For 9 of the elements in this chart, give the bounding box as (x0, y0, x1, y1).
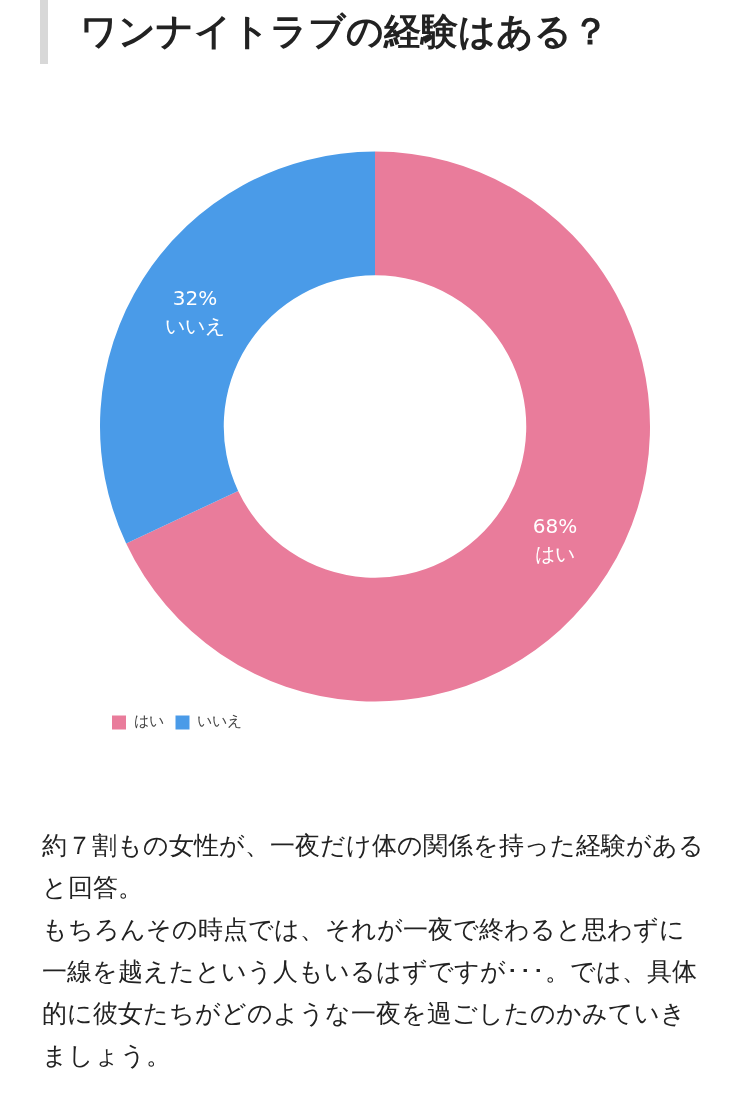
data-label: 32% (172, 285, 218, 310)
legend-label: はい (133, 712, 164, 731)
text: もちろんその時点では、それが一夜で終わると思わずに一線を越えたという人もいるはずですが･･･。では、具体的に彼女たちがどのような一夜を過ごしたのかみていきましょう。 (42, 914, 698, 1072)
slice-label: いいえ (165, 313, 226, 338)
data-label: 68% (532, 513, 578, 538)
text: 約７割もの女性が、一夜だけ体の関係を持った経験があると回答。 (42, 830, 705, 904)
legend-label: いいえ (197, 712, 242, 731)
slice-label: はい (534, 541, 575, 566)
chart-title: ワンナイトラブの経験はある？ (40, 0, 609, 64)
